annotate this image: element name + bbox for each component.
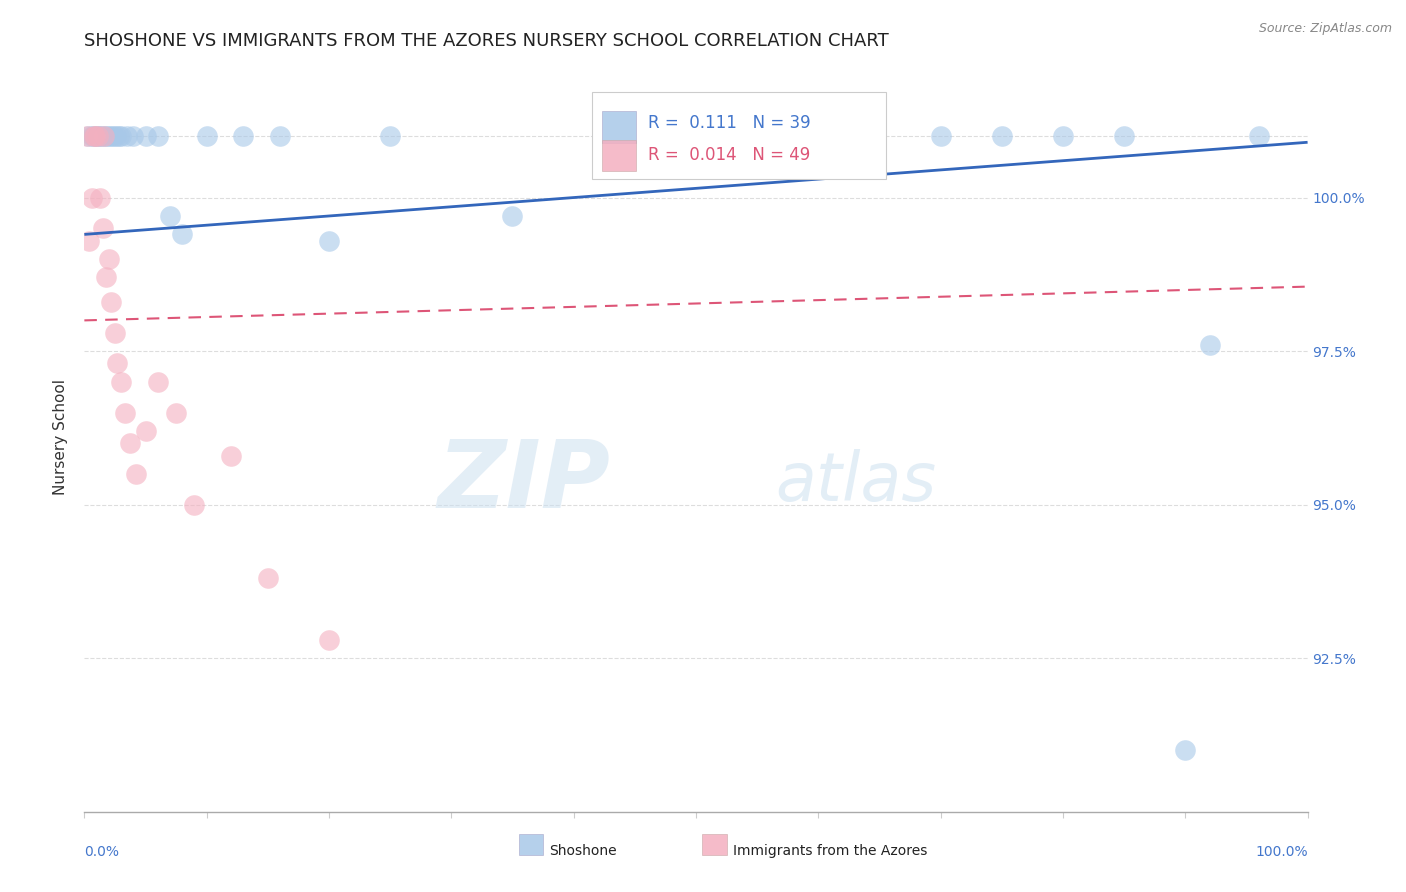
Point xyxy=(269,129,291,144)
Point xyxy=(96,129,118,144)
Point xyxy=(103,129,125,144)
Point xyxy=(929,129,952,144)
Point xyxy=(76,129,98,144)
Point xyxy=(105,129,128,144)
Point xyxy=(83,129,105,144)
Point xyxy=(91,221,114,235)
Bar xyxy=(519,834,543,855)
Bar xyxy=(602,140,636,171)
Point xyxy=(122,129,145,144)
Point xyxy=(77,234,100,248)
Point xyxy=(165,405,187,419)
Point xyxy=(1247,129,1270,144)
Point xyxy=(991,129,1014,144)
Point xyxy=(104,326,127,340)
Point xyxy=(93,129,115,144)
Point xyxy=(807,129,830,144)
Point xyxy=(1114,129,1136,144)
Point xyxy=(90,129,112,144)
Point xyxy=(172,227,194,242)
Point xyxy=(146,129,169,144)
Text: 0.0%: 0.0% xyxy=(84,846,120,859)
Point xyxy=(105,356,128,370)
Text: Source: ZipAtlas.com: Source: ZipAtlas.com xyxy=(1258,22,1392,36)
Point xyxy=(97,129,120,144)
Point xyxy=(89,190,111,204)
Text: ZIP: ZIP xyxy=(437,436,610,528)
Text: SHOSHONE VS IMMIGRANTS FROM THE AZORES NURSERY SCHOOL CORRELATION CHART: SHOSHONE VS IMMIGRANTS FROM THE AZORES N… xyxy=(84,32,889,50)
Point xyxy=(502,209,524,223)
Point xyxy=(183,498,205,512)
Point xyxy=(118,436,141,450)
Point xyxy=(1052,129,1074,144)
Point xyxy=(84,129,107,144)
Point xyxy=(97,252,120,266)
Point xyxy=(115,129,138,144)
Text: R =  0.014   N = 49: R = 0.014 N = 49 xyxy=(648,146,810,164)
Bar xyxy=(702,834,727,855)
Point xyxy=(87,129,110,144)
Point xyxy=(107,129,129,144)
Point xyxy=(159,209,181,223)
Point xyxy=(685,129,707,144)
Point xyxy=(96,270,118,285)
Point xyxy=(1174,743,1197,757)
Point xyxy=(380,129,402,144)
Point xyxy=(87,129,110,144)
Point xyxy=(146,375,169,389)
Point xyxy=(318,632,340,647)
Point xyxy=(219,449,242,463)
Point xyxy=(110,129,132,144)
Point xyxy=(135,129,157,144)
Point xyxy=(100,295,122,310)
Y-axis label: Nursery School: Nursery School xyxy=(53,379,69,495)
Point xyxy=(232,129,254,144)
Point xyxy=(257,571,280,585)
Point xyxy=(77,129,100,144)
Point xyxy=(80,129,103,144)
Point xyxy=(86,129,108,144)
Text: Immigrants from the Azores: Immigrants from the Azores xyxy=(733,844,927,858)
Text: 100.0%: 100.0% xyxy=(1256,846,1308,859)
Text: atlas: atlas xyxy=(776,449,936,515)
Bar xyxy=(602,112,636,143)
Point xyxy=(125,467,148,481)
Point xyxy=(110,375,132,389)
Point xyxy=(93,129,115,144)
Point xyxy=(83,129,105,144)
Point xyxy=(100,129,122,144)
Text: R =  0.111   N = 39: R = 0.111 N = 39 xyxy=(648,114,811,132)
Point xyxy=(1198,338,1220,352)
Point xyxy=(318,234,340,248)
Point xyxy=(195,129,218,144)
Point xyxy=(135,424,157,438)
Point xyxy=(114,405,136,419)
Point xyxy=(80,190,103,204)
Text: Shoshone: Shoshone xyxy=(550,844,617,858)
FancyBboxPatch shape xyxy=(592,93,886,178)
